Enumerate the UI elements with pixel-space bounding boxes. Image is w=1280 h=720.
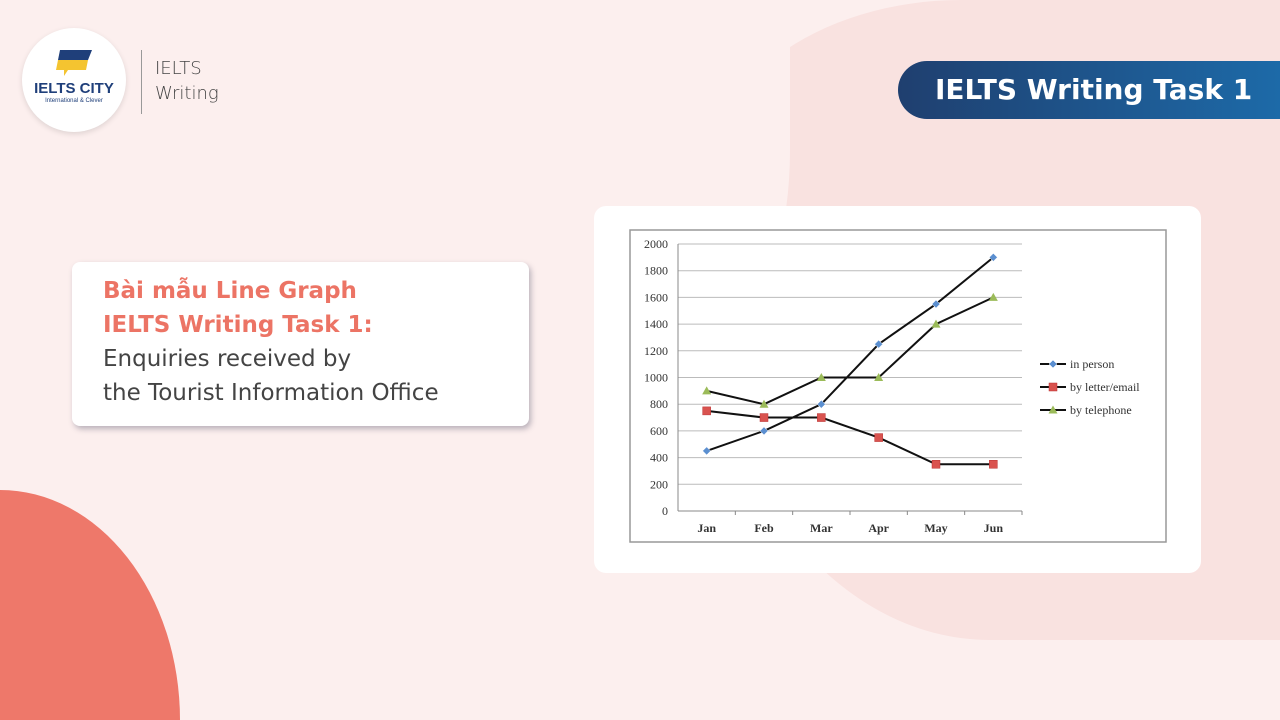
x-tick-label: Apr [868, 521, 889, 535]
data-point-in-person [874, 339, 884, 349]
y-tick-label: 1600 [644, 290, 668, 304]
data-point-by-letter-email [759, 413, 769, 422]
corner-decoration [0, 490, 180, 720]
title-card: Bài mẫu Line Graph IELTS Writing Task 1:… [72, 262, 529, 426]
x-tick-label: Feb [754, 521, 774, 535]
y-tick-label: 800 [650, 397, 668, 411]
card-text-2: the Tourist Information Office [103, 380, 439, 406]
y-tick-label: 1400 [644, 317, 668, 331]
y-tick-label: 2000 [644, 237, 668, 251]
y-tick-label: 1000 [644, 371, 668, 385]
legend-label-by-telephone: by telephone [1070, 403, 1132, 417]
y-tick-label: 1800 [644, 264, 668, 278]
speech-bubble-icon [56, 50, 92, 76]
data-point-by-letter-email [931, 460, 941, 469]
data-point-by-telephone [816, 373, 826, 381]
legend-marker-by-telephone [1048, 405, 1058, 414]
brand-text: IELTS Writing [155, 56, 219, 106]
data-point-by-telephone [702, 386, 712, 395]
legend-label-by-letter-email: by letter/email [1070, 380, 1140, 394]
data-point-by-letter-email [702, 406, 711, 416]
data-point-in-person [931, 299, 941, 309]
data-point-in-person [702, 446, 712, 456]
y-tick-label: 600 [650, 424, 668, 438]
divider [141, 50, 142, 114]
y-tick-label: 1200 [644, 344, 668, 358]
brand-line1: IELTS [155, 58, 202, 79]
legend-marker-by-letter-email [1048, 382, 1058, 392]
logo-tagline: International & Clever [45, 98, 103, 104]
logo-name: IELTS CITY [34, 80, 114, 97]
ielts-city-logo[interactable]: IELTS CITY International & Clever [22, 28, 126, 132]
legend-label-in-person: in person [1070, 357, 1114, 371]
y-tick-label: 0 [662, 504, 668, 518]
data-point-in-person [988, 252, 998, 262]
brand-line2: Writing [155, 83, 219, 104]
card-heading-2: IELTS Writing Task 1: [103, 312, 373, 338]
series-line-by-letter-email [706, 409, 994, 466]
line-chart: 0 200 400 600 800 1000 1200 1400 1600 1800 2000 Jan… [629, 229, 1167, 543]
y-tick-label: 200 [650, 477, 668, 491]
legend-marker-in-person [1048, 359, 1058, 369]
task-badge: IELTS Writing Task 1 [898, 61, 1280, 119]
data-point-by-letter-email [817, 413, 826, 422]
data-point-by-telephone [874, 373, 884, 381]
x-tick-label: Mar [810, 521, 833, 535]
series-line-in-person [706, 256, 994, 452]
series-line-by-telephone [706, 296, 994, 406]
card-text-1: Enquiries received by [103, 346, 352, 372]
data-point-in-person [759, 426, 769, 436]
chart-frame [629, 229, 1167, 543]
data-point-by-telephone [931, 319, 941, 328]
card-heading-1: Bài mẫu Line Graph [103, 278, 357, 304]
data-point-by-letter-email [874, 433, 883, 442]
x-tick-label: Jun [984, 521, 1004, 535]
x-tick-label: May [924, 521, 947, 535]
data-point-by-telephone [759, 399, 769, 408]
chart-card: 0 200 400 600 800 1000 1200 1400 1600 1800 2000 Jan… [594, 206, 1201, 573]
y-tick-label: 400 [650, 451, 668, 465]
data-point-by-telephone [988, 292, 998, 301]
data-point-by-letter-email [989, 460, 998, 469]
x-tick-label: Jan [697, 521, 716, 535]
data-point-in-person [816, 399, 826, 409]
